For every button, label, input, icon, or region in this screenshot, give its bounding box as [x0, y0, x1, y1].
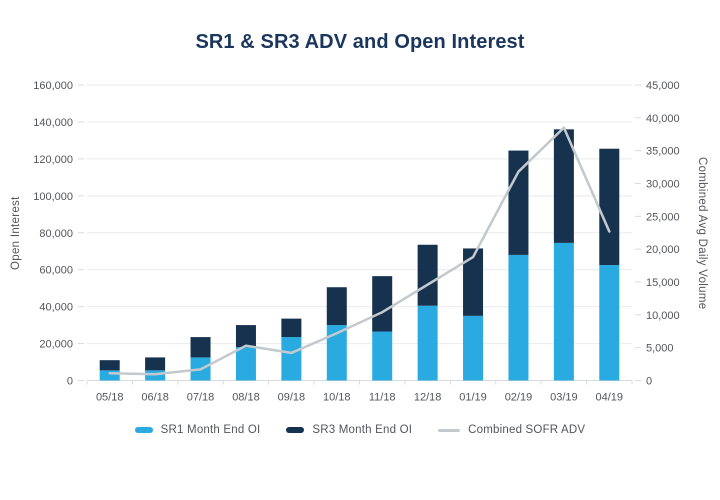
bar-sr1-03/19: [553, 242, 574, 381]
x-tick-label: 01/19: [459, 392, 487, 404]
chart-plot: 0 20,000 40,000 60,000 80,000 100,000 120,000 1…: [33, 80, 680, 404]
y-right-tick-label: 15,000: [646, 277, 680, 289]
y-left-tick-label: 140,000: [33, 117, 73, 129]
x-tick-label: 10/18: [323, 392, 351, 404]
legend-item-sr1: SR1 Month End OI: [134, 424, 261, 436]
bar-sr1-11/18: [372, 331, 393, 381]
x-tick-label: 08/18: [232, 392, 260, 404]
y-right-tick-label: 45,000: [646, 80, 680, 92]
bar-sr3-06/18: [145, 357, 166, 371]
bar-sr1-12/18: [417, 305, 438, 381]
y-right-tick-label: 25,000: [646, 211, 680, 223]
sr1-legend-swatch: [134, 427, 153, 433]
y-right-tick-label: 35,000: [646, 146, 680, 158]
adv-legend-line-swatch: [438, 428, 461, 432]
x-tick-label: 03/19: [550, 392, 578, 404]
bar-sr3-01/19: [463, 248, 484, 316]
bar-sr1-08/18: [235, 347, 256, 381]
bar-sr1-09/18: [281, 337, 302, 381]
y-right-tick-label: 0: [646, 376, 652, 388]
x-tick-label: 06/18: [141, 392, 169, 404]
bar-sr3-03/19: [553, 129, 574, 243]
x-tick-label: 02/19: [505, 392, 533, 404]
y-left-tick-label: 0: [67, 376, 73, 388]
x-tick-label: 07/18: [187, 392, 215, 404]
bar-sr3-05/18: [99, 360, 120, 371]
legend-label-sr3: SR3 Month End OI: [312, 424, 413, 436]
x-tick-label: 11/18: [369, 392, 396, 404]
y-axis-right-title: Combined Avg Daily Volume: [696, 156, 708, 310]
y-right-tick-label: 5,000: [646, 343, 674, 355]
sr3-legend-swatch: [286, 427, 305, 433]
bar-sr3-11/18: [372, 276, 393, 332]
x-tick-label: 05/18: [96, 392, 124, 404]
y-left-tick-label: 20,000: [39, 339, 73, 351]
x-tick-label: 04/19: [596, 392, 624, 404]
y-left-tick-label: 120,000: [33, 154, 73, 166]
y-left-tick-label: 80,000: [39, 228, 73, 240]
bar-sr3-10/18: [326, 287, 347, 326]
bar-sr1-05/18: [99, 370, 120, 381]
x-tick-label: 09/18: [278, 392, 306, 404]
bar-sr3-09/18: [281, 318, 302, 338]
legend: SR1 Month End OI SR3 Month End OI Combin…: [0, 424, 720, 436]
combined-sofr-adv-line: [108, 126, 611, 376]
legend-label-sr1: SR1 Month End OI: [160, 424, 261, 436]
y-right-tick-label: 20,000: [646, 244, 680, 256]
legend-item-sr3: SR3 Month End OI: [286, 424, 412, 436]
y-left-tick-label: 160,000: [33, 80, 73, 92]
chart-title: SR1 & SR3 ADV and Open Interest: [195, 31, 525, 53]
bar-sr1-01/19: [463, 315, 484, 381]
bar-sr3-07/18: [190, 337, 211, 358]
bar-sr3-04/19: [599, 148, 620, 266]
bar-sr1-04/19: [599, 265, 620, 381]
y-left-tick-label: 100,000: [33, 191, 73, 203]
legend-label-adv: Combined SOFR ADV: [468, 424, 586, 436]
y-left-tick-label: 40,000: [39, 302, 73, 314]
bar-sr3-08/18: [235, 325, 256, 348]
bar-sr1-10/18: [326, 325, 347, 381]
y-right-tick-label: 40,000: [646, 113, 680, 125]
legend-item-adv: Combined SOFR ADV: [438, 424, 585, 436]
y-right-tick-label: 10,000: [646, 310, 680, 322]
bar-sr3-12/18: [417, 244, 438, 306]
y-right-tick-label: 30,000: [646, 179, 680, 191]
bar-sr3-02/19: [508, 150, 529, 255]
bar-sr1-02/19: [508, 254, 529, 381]
y-left-tick-label: 60,000: [39, 265, 73, 277]
x-tick-label: 12/18: [414, 392, 442, 404]
